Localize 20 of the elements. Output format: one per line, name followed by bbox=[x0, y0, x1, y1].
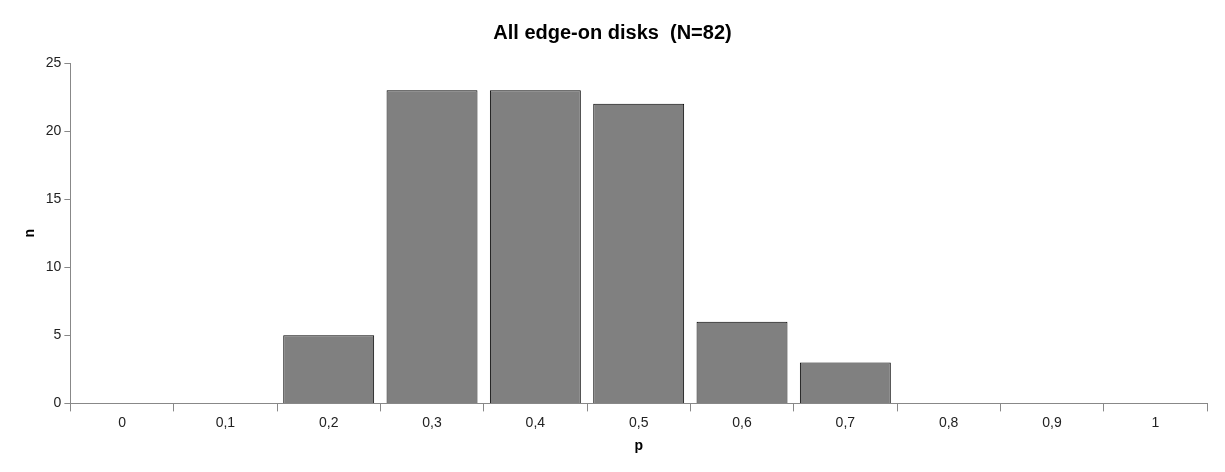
x-tick-label: 0,3 bbox=[422, 413, 442, 430]
x-tick-label: 0,6 bbox=[732, 413, 752, 430]
x-tick-label: 0,2 bbox=[318, 413, 339, 430]
x-tick-label: 0,9 bbox=[1042, 413, 1062, 430]
y-tick-label: 0 bbox=[53, 394, 62, 411]
x-tick-label: 0,7 bbox=[835, 413, 856, 430]
y-tick-label: 15 bbox=[45, 190, 62, 207]
x-tick-label: 0,4 bbox=[525, 413, 546, 430]
y-tick-label: 10 bbox=[45, 258, 62, 275]
chart-title: All edge-on disks (N=82) bbox=[493, 20, 732, 43]
y-axis-title: n bbox=[21, 228, 38, 238]
y-tick-label: 20 bbox=[45, 121, 62, 138]
x-tick-label: 0 bbox=[118, 413, 127, 430]
x-tick-label: 1 bbox=[1151, 413, 1160, 430]
y-tick-label: 25 bbox=[45, 53, 62, 70]
x-tick-label: 0,5 bbox=[628, 413, 649, 430]
y-tick-label: 5 bbox=[53, 326, 62, 343]
x-tick-label: 0,8 bbox=[938, 413, 959, 430]
x-tick-label: 0,1 bbox=[215, 413, 236, 430]
x-axis-title: p bbox=[634, 437, 643, 454]
